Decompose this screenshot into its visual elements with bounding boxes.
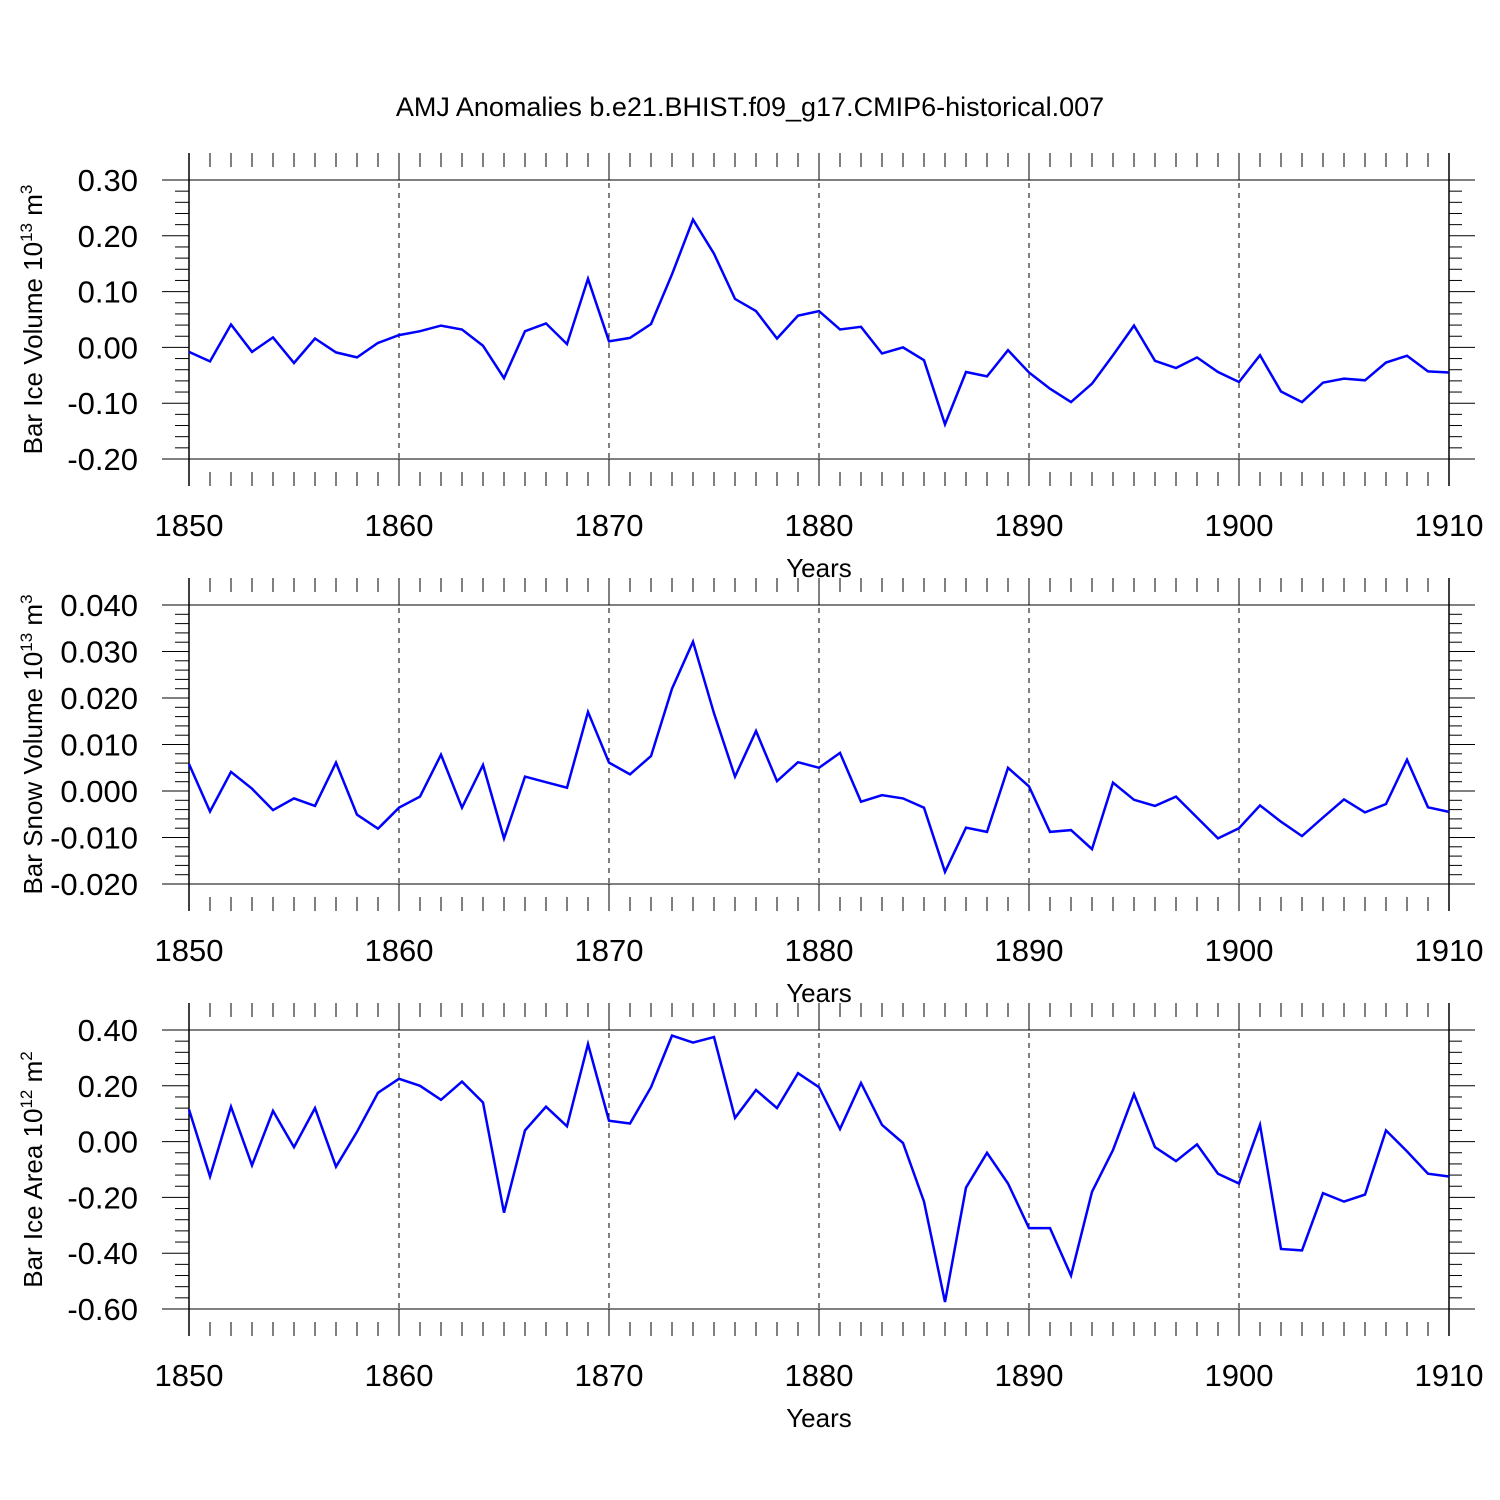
y-tick-label: 0.20 — [78, 1069, 138, 1104]
series-line — [187, 638, 1450, 876]
y-tick-label: 0.00 — [78, 1125, 138, 1160]
x-tick-label: 1850 — [155, 1358, 224, 1393]
y-tick-label: -0.20 — [67, 442, 138, 477]
y-tick-label: 0.30 — [78, 163, 138, 198]
x-tick-label: 1900 — [1205, 933, 1274, 968]
chart-panel-1: -0.20 -0.10 0.00 0.10 0.20 0.30 1850 1860 1870 18… — [17, 153, 1483, 583]
y-tick-label: 0.010 — [60, 728, 138, 763]
x-tick-label: 1870 — [575, 508, 644, 543]
y-axis-label: Bar Snow Volume 1013 m3 — [17, 594, 48, 894]
x-tick-label: 1900 — [1205, 1358, 1274, 1393]
x-tick-label: 1890 — [995, 1358, 1064, 1393]
y-tick-label: 0.020 — [60, 681, 138, 716]
y-axis-label-unit-exponent: 2 — [17, 1051, 36, 1060]
y-tick-label: 0.40 — [78, 1013, 138, 1048]
y-axis-label-exponent: 12 — [17, 1090, 36, 1109]
y-tick-label: -0.40 — [67, 1236, 138, 1271]
y-axis-label-exponent: 13 — [17, 633, 36, 652]
y-tick-label: -0.010 — [50, 821, 138, 856]
y-axis-label-unit-exponent: 3 — [17, 594, 36, 603]
x-tick-label: 1910 — [1415, 933, 1484, 968]
y-tick-label: 0.00 — [78, 330, 138, 365]
y-axis-label-exponent: 13 — [17, 223, 36, 242]
x-tick-label: 1890 — [995, 508, 1064, 543]
x-axis-label: Years — [786, 1403, 852, 1433]
x-tick-label: 1910 — [1415, 1358, 1484, 1393]
x-tick-label: 1860 — [365, 508, 434, 543]
y-tick-label: 0.040 — [60, 588, 138, 623]
y-tick-label: -0.20 — [67, 1180, 138, 1215]
y-tick-label: -0.10 — [67, 386, 138, 421]
x-tick-label: 1850 — [155, 508, 224, 543]
y-tick-label: 0.10 — [78, 275, 138, 310]
y-axis-label-text: Bar Ice Area 10 — [18, 1109, 48, 1288]
series-line — [188, 216, 1450, 429]
x-tick-label: 1910 — [1415, 508, 1484, 543]
chart-panel-2: -0.020 -0.010 0.000 0.010 0.020 0.030 0.040 185… — [17, 578, 1483, 1008]
x-tick-label: 1870 — [575, 933, 644, 968]
y-tick-label: -0.020 — [50, 867, 138, 902]
y-axis-label: Bar Ice Area 1012 m2 — [17, 1051, 48, 1288]
x-tick-label: 1900 — [1205, 508, 1274, 543]
series-line — [187, 1034, 1450, 1303]
chart-panel-3: -0.60 -0.40 -0.20 0.00 0.20 0.40 1850 1860 1870 1… — [17, 1003, 1483, 1433]
x-tick-label: 1880 — [785, 1358, 854, 1393]
y-tick-label: 0.20 — [78, 219, 138, 254]
y-axis-label-unit: m — [18, 1061, 48, 1090]
y-axis-label-unit-exponent: 3 — [17, 185, 36, 194]
x-tick-label: 1860 — [365, 1358, 434, 1393]
panels: -0.20 -0.10 0.00 0.10 0.20 0.30 1850 1860 1870 18… — [17, 153, 1483, 1433]
y-tick-label: 0.030 — [60, 635, 138, 670]
figure-title: AMJ Anomalies b.e21.BHIST.f09_g17.CMIP6-… — [396, 92, 1104, 122]
y-axis-label-text: Bar Snow Volume 10 — [18, 652, 48, 895]
y-tick-label: -0.60 — [67, 1292, 138, 1327]
x-tick-label: 1870 — [575, 1358, 644, 1393]
y-axis-label-text: Bar Ice Volume 10 — [18, 242, 48, 454]
x-tick-label: 1880 — [785, 508, 854, 543]
x-tick-label: 1880 — [785, 933, 854, 968]
y-tick-label: 0.000 — [60, 774, 138, 809]
y-axis-label-unit: m — [18, 194, 48, 223]
x-tick-label: 1850 — [155, 933, 224, 968]
x-tick-label: 1860 — [365, 933, 434, 968]
y-axis-label-unit: m — [18, 604, 48, 633]
x-tick-label: 1890 — [995, 933, 1064, 968]
y-axis-label: Bar Ice Volume 1013 m3 — [17, 185, 48, 455]
